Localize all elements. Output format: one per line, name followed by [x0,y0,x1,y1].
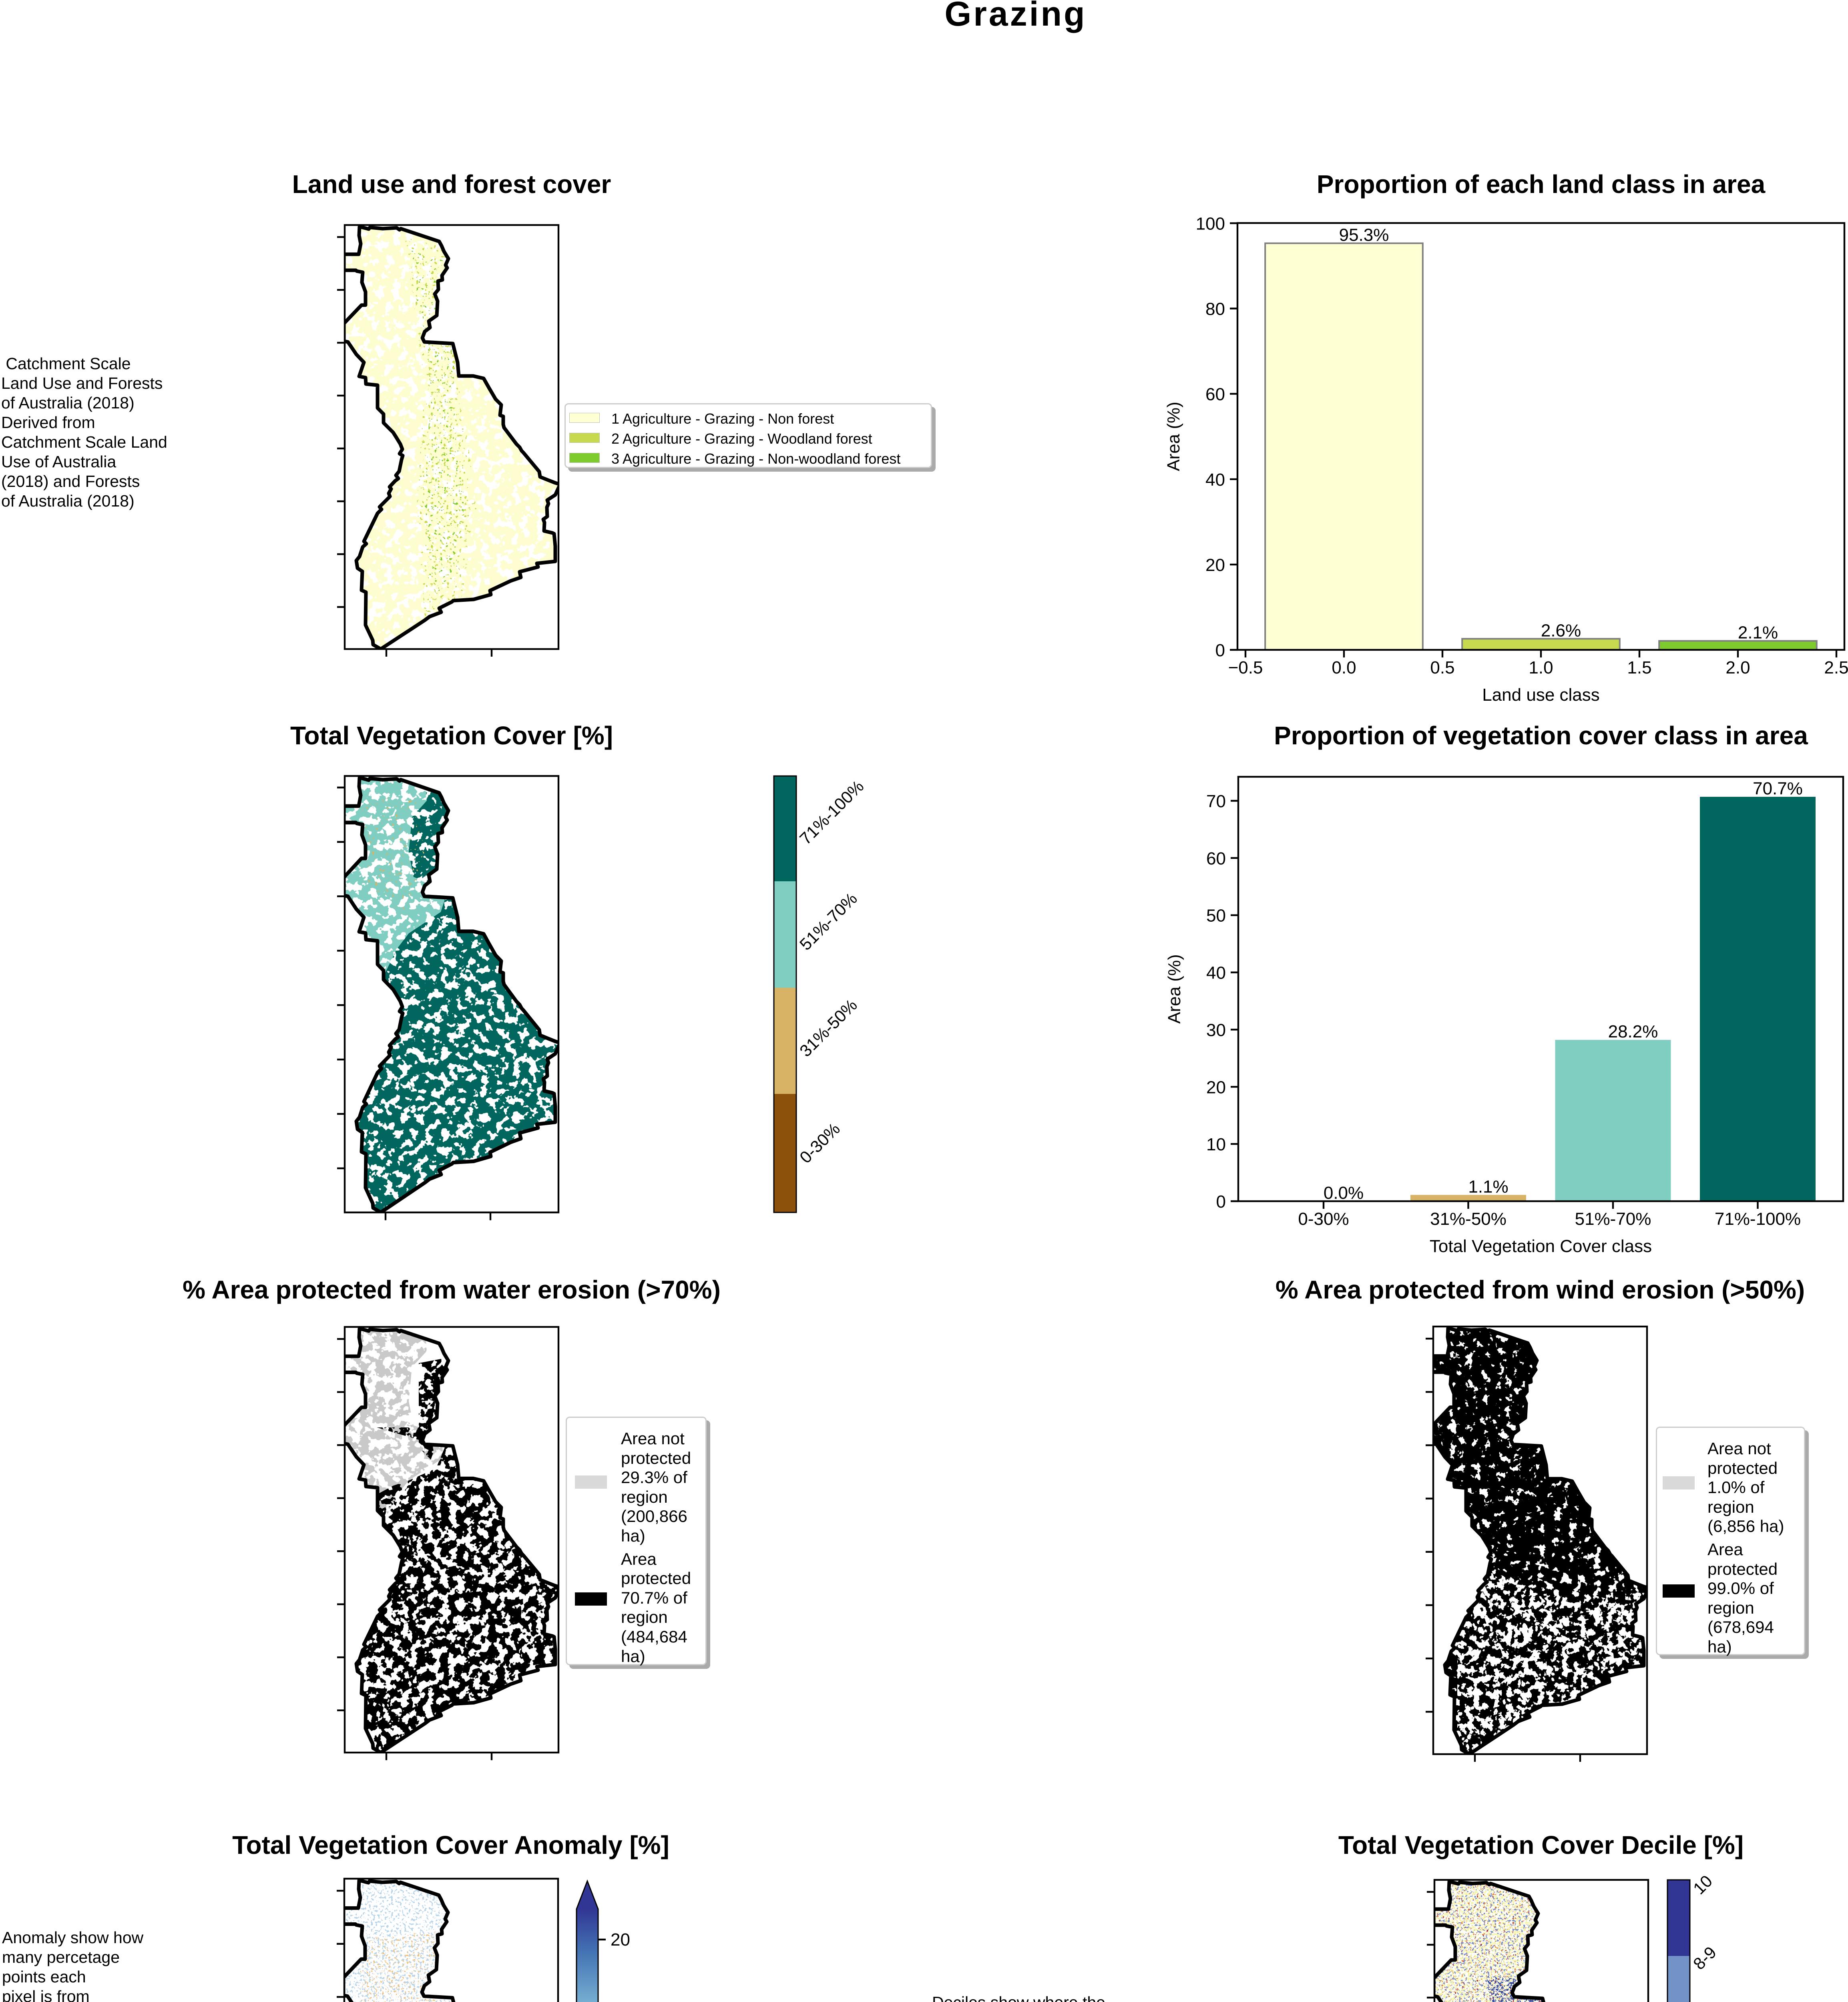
svg-text:70: 70 [1206,792,1226,811]
svg-text:Area (%): Area (%) [1165,954,1184,1024]
svg-text:1.5: 1.5 [1627,658,1651,677]
svg-text:0: 0 [1215,641,1225,660]
svg-text:0.0: 0.0 [1332,658,1356,677]
svg-text:60: 60 [1205,385,1225,404]
svg-text:40: 40 [1205,470,1225,490]
svg-text:40: 40 [1206,963,1226,983]
svg-text:10: 10 [1206,1135,1226,1154]
svg-text:95.3%: 95.3% [1339,225,1389,245]
svg-text:20: 20 [1205,555,1225,575]
svg-text:71%-100%: 71%-100% [1715,1209,1801,1229]
svg-text:2.1%: 2.1% [1738,623,1778,643]
svg-text:Area (%): Area (%) [1164,402,1183,471]
svg-text:28.2%: 28.2% [1608,1022,1658,1041]
svg-text:2.5: 2.5 [1824,658,1848,677]
svg-text:1.1%: 1.1% [1468,1177,1508,1196]
svg-text:30: 30 [1206,1020,1226,1040]
svg-text:Total Vegetation Cover class: Total Vegetation Cover class [1430,1236,1652,1256]
svg-text:31%-50%: 31%-50% [1430,1209,1507,1229]
svg-text:Land use class: Land use class [1482,685,1600,705]
svg-text:80: 80 [1205,299,1225,319]
svg-text:−0.5: −0.5 [1228,658,1263,677]
svg-text:0.0%: 0.0% [1324,1183,1364,1203]
svg-text:70.7%: 70.7% [1753,779,1803,798]
svg-text:60: 60 [1206,849,1226,868]
svg-text:2.6%: 2.6% [1541,621,1581,640]
svg-text:0: 0 [1216,1192,1226,1212]
svg-text:2.0: 2.0 [1725,658,1750,677]
svg-text:100: 100 [1196,214,1225,233]
svg-text:50: 50 [1206,906,1226,926]
svg-text:20: 20 [1206,1077,1226,1097]
svg-text:1.0: 1.0 [1529,658,1553,677]
svg-text:0.5: 0.5 [1430,658,1454,677]
svg-text:0-30%: 0-30% [1298,1209,1349,1229]
svg-text:51%-70%: 51%-70% [1575,1209,1651,1229]
